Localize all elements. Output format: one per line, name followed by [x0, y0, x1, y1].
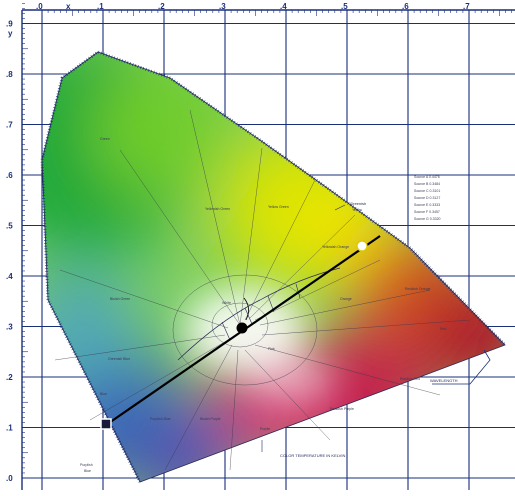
- greenish-yellow-callout: Greenish Yellow: [334, 201, 366, 212]
- y-tick-label: .8: [6, 70, 13, 79]
- region-label: Yellowish Orange: [322, 245, 349, 249]
- arrow-annotation: [243, 297, 249, 321]
- x-tick-label: .4: [280, 2, 287, 11]
- line-end-circle-marker: [356, 240, 368, 252]
- x-axis-ticks: .0 x .1 .2 .3 .4 .5 .6 .7: [36, 2, 470, 11]
- region-label: Reddish Orange: [405, 287, 431, 291]
- x-tick-label: .6: [402, 2, 409, 11]
- y-tick-label: .0: [6, 474, 13, 483]
- y-tick-label: .1: [6, 424, 13, 433]
- x-tick-label: .3: [219, 2, 226, 11]
- x-tick-label: .2: [158, 2, 165, 11]
- purple-callout: Purplish Blue: [80, 463, 93, 473]
- region-label: Purplish Red: [400, 377, 420, 381]
- source-legend-item: Source C 0.3101: [414, 189, 440, 193]
- region-label: Orange: [340, 297, 352, 301]
- region-label: Purplish Blue: [150, 417, 171, 421]
- line-start-square-marker: [100, 418, 112, 430]
- y-tick-label: .5: [6, 222, 13, 231]
- purple-label: Purplish: [80, 463, 93, 467]
- color-temperature-callout: COLOR TEMPERATURE IN KELVIN: [261, 440, 345, 458]
- white-point-marker: [236, 322, 248, 334]
- source-legend-item: Source E 0.3333: [414, 203, 440, 207]
- y-axis-letter: y: [8, 29, 13, 38]
- y-tick-label: .9: [6, 20, 13, 29]
- source-legend-item: Source B 0.3484: [414, 182, 440, 186]
- region-label: Blue: [100, 392, 107, 396]
- source-legend-item: Source A 0.4476: [414, 175, 440, 179]
- region-label: White: [222, 301, 231, 305]
- region-label: Greenish Blue: [108, 357, 130, 361]
- greenish-label: Greenish: [350, 201, 366, 206]
- y-tick-label: .7: [6, 121, 13, 130]
- region-labels: Yellowish Green Green Yellow Green Yellowis…: [100, 137, 446, 431]
- region-label: Green: [100, 137, 110, 141]
- yellow-label: Yellow: [352, 208, 362, 212]
- planckian-locus: [177, 267, 341, 361]
- y-tick-label: .6: [6, 171, 13, 180]
- source-legend-item: Source D 0.3127: [414, 196, 440, 200]
- x-tick-label: x: [66, 2, 71, 11]
- x-tick-label: .0: [36, 2, 43, 11]
- source-legend-item: Source F 0.3457: [414, 210, 440, 214]
- wavelength-label: WAVELENGTH: [430, 378, 458, 383]
- color-temperature-label: COLOR TEMPERATURE IN KELVIN: [280, 453, 345, 458]
- x-tick-label: .1: [97, 2, 104, 11]
- sources-legend: Source A 0.4476 Source B 0.3484 Source C 0…: [414, 175, 441, 221]
- y-axis-ticks: .9 .8 .7 .6 .5 .4 .3 .2 .1 .0 y: [6, 20, 13, 484]
- region-boundaries: [54, 109, 471, 471]
- region-label: Yellowish Green: [205, 207, 230, 211]
- wavelength-callout: WAVELENGTH: [430, 349, 491, 385]
- source-legend-item: Source G 0.3320: [414, 217, 441, 221]
- region-label: Purple: [260, 427, 270, 431]
- region-label: Bluish Green: [110, 297, 130, 301]
- y-tick-label: .2: [6, 373, 13, 382]
- region-label: Pink: [268, 347, 275, 351]
- y-tick-label: .3: [6, 323, 13, 332]
- region-label: Reddish Purple: [330, 407, 354, 411]
- region-label: Red: [440, 327, 446, 331]
- y-tick-label: .4: [6, 272, 13, 281]
- region-label: Bluish Purple: [200, 417, 221, 421]
- x-tick-label: .5: [341, 2, 348, 11]
- blue-label: Blue: [84, 469, 91, 473]
- x-tick-label: .7: [463, 2, 470, 11]
- region-label: Yellow Green: [268, 205, 289, 209]
